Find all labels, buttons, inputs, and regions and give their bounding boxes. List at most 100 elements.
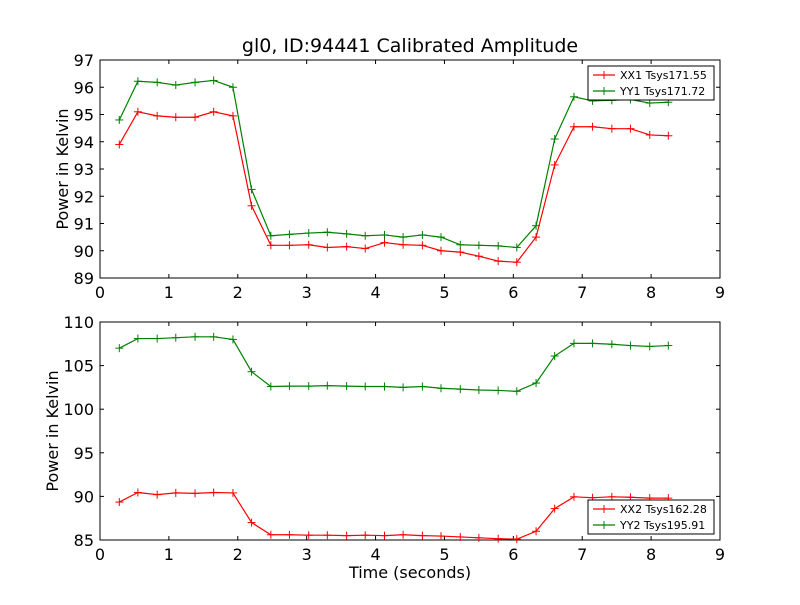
data-point (153, 78, 162, 87)
data-point (418, 230, 427, 239)
x-tick-label: 6 (508, 283, 518, 302)
data-point (512, 535, 521, 544)
data-point (228, 488, 237, 497)
data-point (399, 383, 408, 392)
data-point (494, 257, 503, 266)
legend-label: YY1 Tsys171.72 (619, 85, 705, 98)
data-point (399, 530, 408, 539)
data-point (323, 531, 332, 540)
legend: XX2 Tsys162.28 YY2 Tsys195.91 (587, 499, 715, 535)
x-tick-label: 0 (95, 283, 105, 302)
data-point (153, 334, 162, 343)
data-point (456, 532, 465, 541)
data-point (304, 229, 313, 238)
data-point (664, 341, 673, 350)
data-point (645, 342, 654, 351)
data-point (191, 113, 200, 122)
data-point (133, 77, 142, 86)
data-point (153, 111, 162, 120)
data-point (304, 240, 313, 249)
data-point (115, 498, 124, 507)
data-point (418, 531, 427, 540)
data-point (361, 231, 370, 240)
data-point (171, 81, 180, 90)
data-point (437, 233, 445, 242)
y-tick-label: 94 (74, 133, 94, 152)
data-point (607, 124, 616, 133)
y-tick-label: 90 (74, 242, 94, 261)
x-tick-label: 4 (370, 283, 380, 302)
data-point (569, 92, 578, 101)
data-point (191, 78, 200, 87)
data-point (437, 532, 445, 541)
legend-item: XX1 Tsys171.55 (593, 69, 707, 82)
data-point (569, 122, 578, 131)
series-1 (115, 107, 673, 267)
data-point (437, 246, 445, 255)
legend-item: XX2 Tsys162.28 (593, 503, 707, 516)
data-point (474, 533, 483, 542)
data-point (456, 385, 465, 394)
data-point (323, 228, 332, 237)
x-tick-label: 4 (370, 545, 380, 564)
data-point (456, 248, 465, 257)
data-point (588, 339, 597, 348)
data-point (512, 258, 521, 267)
data-point (304, 382, 313, 391)
chart-title: gl0, ID:94441 Calibrated Amplitude (242, 35, 578, 57)
y-tick-label: 92 (74, 187, 94, 206)
data-point (323, 381, 332, 390)
x-tick-label: 1 (164, 283, 174, 302)
data-point (494, 534, 503, 543)
data-point (266, 382, 275, 391)
data-point (361, 382, 370, 391)
data-point (285, 241, 294, 250)
x-tick-label: 2 (233, 545, 243, 564)
data-point (342, 531, 351, 540)
data-point (285, 230, 294, 239)
data-point (191, 489, 200, 498)
data-point (285, 382, 294, 391)
legend-box (587, 499, 715, 535)
legend-label: XX2 Tsys162.28 (620, 503, 707, 516)
legend-label: XX1 Tsys171.55 (620, 69, 707, 82)
data-point (133, 107, 142, 116)
x-tick-label: 7 (577, 283, 587, 302)
data-point (209, 488, 218, 497)
data-point (171, 113, 180, 122)
data-point (380, 238, 389, 247)
data-point (418, 241, 427, 250)
series-1 (115, 488, 673, 544)
data-point (380, 230, 389, 239)
data-point (474, 241, 483, 250)
y-tick-label: 95 (74, 444, 94, 463)
data-point (588, 122, 597, 131)
data-point (191, 332, 200, 341)
data-point (115, 115, 124, 124)
y-tick-label: 100 (63, 400, 94, 419)
x-tick-label: 5 (439, 545, 449, 564)
data-point (133, 488, 142, 497)
y-tick-label: 96 (74, 78, 94, 97)
data-point (247, 367, 256, 376)
x-tick-label: 8 (646, 283, 656, 302)
data-point (380, 531, 389, 540)
y-tick-label: 110 (63, 313, 94, 332)
data-point (115, 140, 124, 149)
data-point (474, 386, 483, 395)
data-point (247, 518, 256, 527)
data-point (247, 201, 256, 210)
series-2 (115, 332, 673, 396)
data-point (285, 530, 294, 539)
data-point (569, 492, 578, 501)
y-axis-label: Power in Kelvin (53, 108, 72, 229)
data-point (532, 221, 541, 230)
data-point (532, 379, 541, 388)
y-tick-label: 85 (74, 531, 94, 550)
data-point (626, 341, 635, 350)
data-point (456, 240, 465, 249)
x-tick-label: 8 (646, 545, 656, 564)
x-axis-label: Time (seconds) (348, 563, 471, 582)
data-point (171, 488, 180, 497)
